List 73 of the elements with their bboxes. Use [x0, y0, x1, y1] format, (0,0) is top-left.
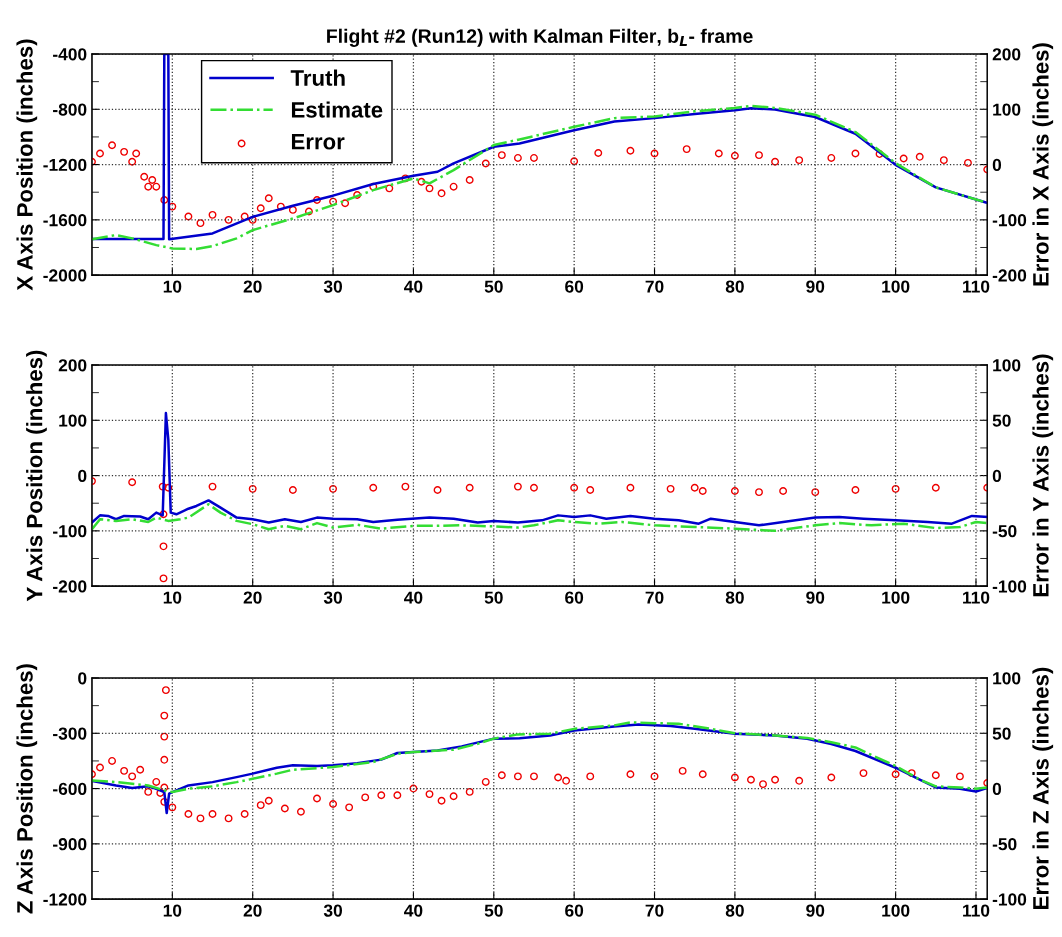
x-tick-label: 50	[484, 591, 503, 604]
x-tick-label: 50	[484, 280, 503, 293]
y2-tick-label: 50	[992, 414, 1011, 427]
y-axis-title: X Axis Position (inches)	[16, 39, 38, 291]
x-tick-label: 40	[404, 280, 423, 293]
legend-label: Estimate	[291, 101, 383, 118]
y2-tick-label: -50	[992, 838, 1017, 851]
y2-tick-label: -100	[992, 214, 1027, 227]
y2-tick-label: 50	[992, 727, 1011, 740]
y2-axis-title: Error in X Axis (inches)	[1032, 43, 1054, 286]
x-tick-label: 40	[404, 591, 423, 604]
y-axis-title: Z Axis Position (inches)	[16, 664, 38, 914]
x-tick-label: 30	[323, 591, 343, 604]
x-tick-label: 10	[163, 280, 182, 293]
x-tick-label: 50	[484, 904, 503, 917]
y-tick-label: -300	[53, 727, 87, 740]
y-tick-label: -400	[53, 48, 87, 61]
x-tick-label: 30	[323, 280, 343, 293]
y2-tick-label: 0	[992, 158, 1002, 172]
x-tick-label: 70	[645, 904, 664, 917]
x-tick-label: 20	[243, 280, 262, 293]
y-tick-label: 0	[78, 469, 87, 483]
x-tick-label: 110	[963, 904, 990, 917]
y-tick-label: -2000	[43, 269, 87, 282]
y-tick-label: 200	[58, 359, 87, 372]
x-tick-label: 90	[806, 591, 825, 604]
chart-title: Flight #2 (Run12) with Kalman Filter, b$_{L}$- frame	[327, 28, 753, 47]
x-tick-label: 70	[645, 591, 664, 604]
y2-tick-label: -100	[992, 893, 1027, 906]
y-tick-label: -100	[53, 525, 87, 538]
legend-label: Error	[291, 134, 345, 150]
y2-tick-label: -50	[992, 525, 1017, 538]
y2-tick-label: 100	[993, 672, 1021, 685]
y-tick-label: -1200	[43, 158, 87, 172]
y2-tick-label: 0	[992, 469, 1002, 483]
legend-label: Truth	[290, 69, 345, 86]
x-tick-label: 40	[404, 904, 423, 917]
y-tick-label: -1200	[43, 893, 87, 906]
y2-tick-label: 200	[992, 48, 1021, 61]
y-tick-label: 0	[78, 672, 87, 685]
x-tick-label: 80	[725, 904, 744, 917]
y2-axis-title: Error in Z Axis (inches)	[1032, 667, 1054, 909]
y-tick-label: -800	[53, 103, 87, 116]
x-tick-label: 90	[806, 904, 825, 917]
y2-tick-label: -100	[992, 580, 1027, 593]
y2-tick-label: 100	[993, 359, 1021, 372]
x-tick-label: 10	[163, 591, 182, 604]
x-tick-label: 20	[243, 591, 262, 604]
x-tick-label: 110	[963, 280, 990, 293]
x-tick-label: 20	[243, 904, 262, 917]
y2-tick-label: 0	[992, 782, 1002, 796]
y-tick-label: -900	[53, 838, 87, 851]
x-tick-label: 100	[882, 904, 910, 917]
y-axis-title: Y Axis Position (inches)	[26, 350, 47, 602]
x-tick-label: 60	[565, 904, 584, 917]
y2-axis-title: Error in Y Axis (inches)	[1032, 354, 1054, 597]
x-tick-label: 90	[806, 280, 825, 293]
y2-tick-label: 100	[993, 103, 1021, 116]
x-tick-label: 70	[645, 280, 664, 293]
x-tick-label: 60	[565, 591, 584, 604]
y-tick-label: -600	[53, 782, 87, 796]
x-tick-label: 30	[323, 904, 343, 917]
x-tick-label: 60	[565, 280, 584, 293]
y2-tick-label: -200	[992, 269, 1027, 282]
x-tick-label: 110	[963, 591, 990, 604]
x-tick-label: 100	[882, 280, 910, 293]
x-tick-label: 10	[163, 904, 182, 917]
y-tick-label: -200	[53, 580, 87, 593]
y-tick-label: 100	[59, 414, 87, 427]
x-tick-label: 80	[725, 280, 744, 293]
y-tick-label: -1600	[43, 214, 87, 227]
x-tick-label: 100	[882, 591, 910, 604]
x-tick-label: 80	[725, 591, 744, 604]
